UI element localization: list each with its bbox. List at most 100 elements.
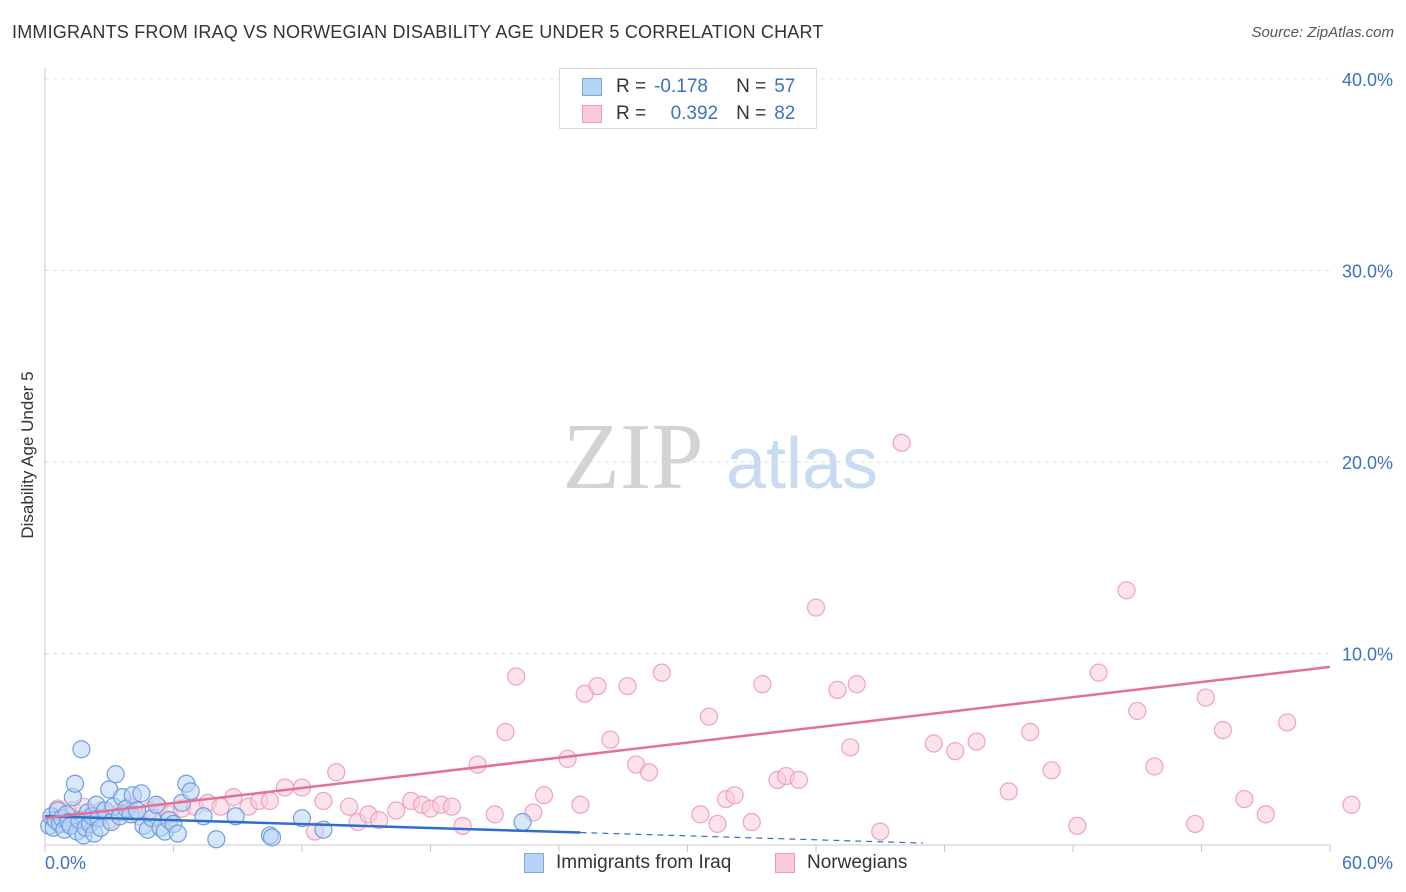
y-tick-label: 40.0% (1342, 70, 1393, 90)
point-norwegians (571, 795, 590, 814)
legend-swatch-iraq (582, 78, 602, 96)
point-norwegians (652, 663, 671, 682)
point-norwegians (1342, 795, 1361, 814)
legend-n-value: 82 (774, 103, 796, 124)
source-credit: Source: ZipAtlas.com (1251, 24, 1394, 41)
trend-lines (44, 665, 1331, 844)
point-norwegians (588, 676, 607, 696)
watermark-atlas: atlas (726, 424, 878, 504)
point-norwegians (1128, 701, 1147, 721)
point-norwegians (725, 786, 744, 805)
point-norwegians (558, 749, 577, 768)
point-norwegians (1213, 720, 1233, 740)
point-norwegians (946, 742, 965, 761)
point-norwegians (967, 732, 986, 751)
point-norwegians (485, 805, 504, 824)
point-norwegians (442, 797, 462, 816)
point-norwegians (1042, 761, 1061, 780)
legend-r-value: -0.178 (654, 76, 708, 97)
legend-n-value: 57 (774, 76, 796, 97)
legend-label-iraq: Immigrants from Iraq (556, 852, 732, 873)
point-iraq (168, 824, 187, 843)
legend-n-label: N = (736, 76, 767, 97)
point-iraq (513, 812, 532, 832)
point-norwegians (639, 763, 659, 782)
point-norwegians (742, 812, 761, 832)
point-norwegians (618, 676, 637, 696)
point-norwegians (1021, 722, 1040, 742)
point-iraq (262, 828, 282, 847)
point-iraq (127, 801, 147, 820)
point-iraq (132, 784, 151, 803)
point-norwegians (1235, 789, 1254, 809)
point-norwegians (534, 786, 554, 805)
point-norwegians (691, 805, 710, 824)
trend-line-iraq-extension (580, 831, 924, 844)
axes (44, 68, 1331, 852)
point-norwegians (601, 730, 620, 749)
point-norwegians (753, 675, 772, 694)
stats-legend: R = -0.178 N = 57 R = 0.392 N = 82 (559, 68, 817, 129)
point-iraq (106, 765, 125, 784)
point-norwegians (1089, 663, 1108, 682)
point-norwegians (1068, 816, 1087, 835)
point-norwegians (260, 791, 279, 811)
y-tick-label: 10.0% (1342, 645, 1393, 665)
point-norwegians (847, 675, 866, 694)
point-norwegians (327, 763, 346, 782)
point-norwegians (1256, 805, 1275, 824)
point-iraq (226, 807, 245, 826)
point-norwegians (806, 598, 826, 617)
y-tick-label: 20.0% (1342, 453, 1393, 473)
y-axis-title: Disability Age Under 5 (18, 371, 37, 539)
x-tick-label: 60.0% (1342, 853, 1393, 873)
point-norwegians (1196, 688, 1215, 707)
point-norwegians (924, 734, 943, 753)
legend-label-norwegians: Norwegians (807, 852, 908, 873)
legend-r-value: 0.392 (670, 103, 719, 124)
point-norwegians (496, 722, 515, 742)
point-norwegians (841, 738, 860, 757)
legend-swatch-iraq (524, 853, 544, 873)
point-iraq (181, 782, 200, 801)
legend-row-norwegians: R = 0.392 N = 82 (582, 101, 795, 127)
grid (45, 78, 1330, 654)
y-tick-label: 30.0% (1342, 262, 1393, 282)
legend-r-label: R = (616, 103, 647, 124)
scatter-points (40, 433, 1361, 849)
legend-n-label: N = (736, 103, 767, 124)
point-norwegians (871, 822, 890, 841)
point-norwegians (387, 801, 406, 820)
point-iraq (292, 809, 312, 828)
point-norwegians (999, 782, 1018, 801)
trend-line-norwegians (44, 665, 1331, 820)
point-norwegians (828, 680, 847, 699)
bottom-legend-norwegians[interactable]: Norwegians (775, 852, 907, 874)
legend-r-label: R = (616, 76, 647, 97)
point-norwegians (699, 707, 719, 726)
point-norwegians (789, 770, 808, 789)
x-tick-label: 0.0% (45, 853, 86, 873)
point-iraq (65, 774, 85, 793)
point-norwegians (340, 797, 359, 816)
point-norwegians (453, 816, 472, 835)
point-norwegians (1185, 814, 1205, 834)
legend-swatch-norwegians (775, 853, 795, 873)
point-norwegians (892, 433, 911, 452)
point-norwegians (1145, 757, 1164, 776)
watermark-zip: ZIP (563, 405, 704, 509)
point-norwegians (468, 755, 487, 774)
point-norwegians (507, 667, 526, 686)
point-iraq (72, 740, 91, 759)
bottom-legend-iraq[interactable]: Immigrants from Iraq (524, 852, 731, 874)
point-norwegians (370, 811, 389, 830)
legend-swatch-norwegians (582, 105, 602, 123)
point-norwegians (314, 791, 333, 811)
point-norwegians (275, 778, 294, 797)
trend-line-iraq (44, 815, 581, 834)
point-norwegians (708, 814, 727, 834)
point-iraq (207, 830, 226, 849)
point-norwegians (1278, 713, 1297, 732)
point-norwegians (1117, 581, 1136, 600)
tick-labels: 10.0% 20.0% 30.0% 40.0% 0.0% 60.0% (45, 70, 1393, 873)
